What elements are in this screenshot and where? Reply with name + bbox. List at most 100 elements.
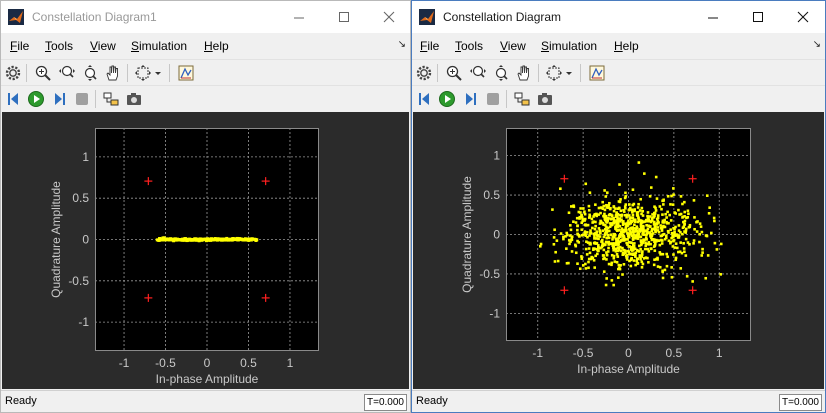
- received-symbol-point: [649, 242, 652, 246]
- menu-tools[interactable]: Tools: [455, 39, 483, 53]
- title-bar[interactable]: Constellation Diagram1: [1, 1, 410, 33]
- received-symbol-point: [672, 238, 676, 242]
- x-tick-label: -0.5: [155, 356, 176, 370]
- received-symbol-point: [645, 242, 648, 246]
- window-title: Constellation Diagram: [443, 10, 562, 24]
- run-icon[interactable]: [438, 90, 456, 108]
- received-symbols: [539, 161, 723, 287]
- received-symbol-point: [570, 237, 573, 240]
- received-symbol-point: [634, 234, 637, 238]
- highlight-block-icon[interactable]: [513, 90, 531, 108]
- received-symbol-point: [582, 207, 585, 210]
- maximize-button[interactable]: [322, 3, 367, 31]
- pan-hand-icon[interactable]: [515, 64, 533, 82]
- scale-axes-icon[interactable]: [545, 64, 563, 82]
- received-symbol-point: [636, 232, 640, 236]
- measurements-icon[interactable]: [588, 64, 606, 82]
- received-symbol-point: [674, 212, 677, 215]
- maximize-button[interactable]: [736, 3, 781, 31]
- received-symbol-point: [567, 211, 571, 215]
- constellation-plot[interactable]: -1 -0.5 0 0.5 1 1 0.5 0 -0.5 -1 In-phase Amplitude…: [413, 112, 826, 389]
- received-symbol-point: [566, 233, 569, 237]
- step-back-icon[interactable]: [5, 90, 23, 108]
- chevron-down-icon[interactable]: [564, 64, 574, 82]
- zoom-in-icon[interactable]: [445, 64, 463, 82]
- step-back-icon[interactable]: [416, 90, 434, 108]
- received-symbol-point: [622, 229, 626, 232]
- pan-hand-icon[interactable]: [104, 64, 122, 82]
- menu-help[interactable]: Help: [204, 39, 229, 53]
- step-forward-icon[interactable]: [461, 90, 479, 108]
- menu-view[interactable]: View: [90, 39, 116, 53]
- snapshot-camera-icon[interactable]: [125, 90, 143, 108]
- gear-icon[interactable]: [415, 64, 433, 82]
- step-forward-icon[interactable]: [50, 90, 68, 108]
- stop-icon[interactable]: [484, 90, 502, 108]
- zoom-y-icon[interactable]: [81, 64, 99, 82]
- zoom-y-icon[interactable]: [492, 64, 510, 82]
- received-symbol-point: [677, 236, 681, 239]
- received-symbol-point: [586, 241, 590, 244]
- minimize-button[interactable]: [277, 3, 322, 31]
- minimize-button[interactable]: [691, 3, 736, 31]
- menu-tools[interactable]: Tools: [45, 39, 73, 53]
- received-symbol-point: [592, 258, 596, 262]
- received-symbol-point: [650, 229, 654, 233]
- received-symbol-point: [631, 237, 635, 241]
- menu-view[interactable]: View: [500, 39, 526, 53]
- y-tick-label: -1: [78, 315, 89, 329]
- received-symbol-point: [659, 224, 662, 227]
- received-symbol-point: [624, 226, 628, 229]
- received-symbol-point: [648, 231, 651, 235]
- constellation-plot[interactable]: -1 -0.5 0 0.5 1 1 0.5 0 -0.5 -1 In-phase Amplitude…: [2, 112, 411, 389]
- received-symbol-point: [562, 235, 565, 239]
- received-symbol-point: [684, 254, 688, 257]
- zoom-in-icon[interactable]: [34, 64, 52, 82]
- close-button[interactable]: [367, 3, 410, 31]
- received-symbol-point: [628, 252, 632, 256]
- close-icon: [797, 11, 809, 23]
- received-symbol-point: [576, 239, 579, 243]
- menu-simulation[interactable]: Simulation: [131, 39, 187, 53]
- gear-icon[interactable]: [4, 64, 22, 82]
- zoom-x-icon[interactable]: [469, 64, 487, 82]
- received-symbol-point: [629, 226, 632, 230]
- close-button[interactable]: [781, 3, 825, 31]
- received-symbol-point: [592, 247, 595, 250]
- received-symbol-point: [656, 265, 660, 268]
- received-symbol-point: [634, 251, 638, 255]
- received-symbol-point: [698, 222, 702, 225]
- received-symbol-point: [581, 219, 585, 223]
- snapshot-camera-icon[interactable]: [536, 90, 554, 108]
- received-symbol-point: [661, 252, 665, 256]
- menu-help[interactable]: Help: [614, 39, 639, 53]
- run-icon[interactable]: [27, 90, 45, 108]
- received-symbol-point: [605, 258, 608, 261]
- received-symbol-point: [617, 267, 620, 271]
- received-symbol-point: [651, 232, 655, 235]
- menu-file[interactable]: File: [10, 39, 29, 53]
- dock-arrow-icon[interactable]: ↘: [812, 39, 821, 50]
- dock-arrow-icon[interactable]: ↘: [397, 39, 406, 50]
- received-symbol-point: [574, 244, 578, 248]
- received-symbol-point: [667, 221, 670, 225]
- received-symbol-point: [670, 194, 673, 198]
- menu-file[interactable]: File: [420, 39, 439, 53]
- title-bar[interactable]: Constellation Diagram: [412, 1, 825, 33]
- received-symbol-point: [633, 220, 637, 224]
- menu-mnemonic: T: [455, 39, 461, 53]
- received-symbol-point: [632, 246, 636, 250]
- received-symbol-point: [582, 233, 585, 236]
- received-symbol-point: [617, 276, 620, 279]
- received-symbol-point: [235, 237, 239, 241]
- zoom-x-icon[interactable]: [58, 64, 76, 82]
- scale-axes-icon[interactable]: [134, 64, 152, 82]
- received-symbol-point: [656, 214, 660, 217]
- measurements-icon[interactable]: [177, 64, 195, 82]
- chevron-down-icon[interactable]: [153, 64, 163, 82]
- stop-icon[interactable]: [73, 90, 91, 108]
- highlight-block-icon[interactable]: [102, 90, 120, 108]
- plot-panel: -1 -0.5 0 0.5 1 1 0.5 0 -0.5 -1 In-phase Amplitude…: [413, 112, 824, 389]
- received-symbol-point: [606, 250, 610, 253]
- menu-simulation[interactable]: Simulation: [541, 39, 597, 53]
